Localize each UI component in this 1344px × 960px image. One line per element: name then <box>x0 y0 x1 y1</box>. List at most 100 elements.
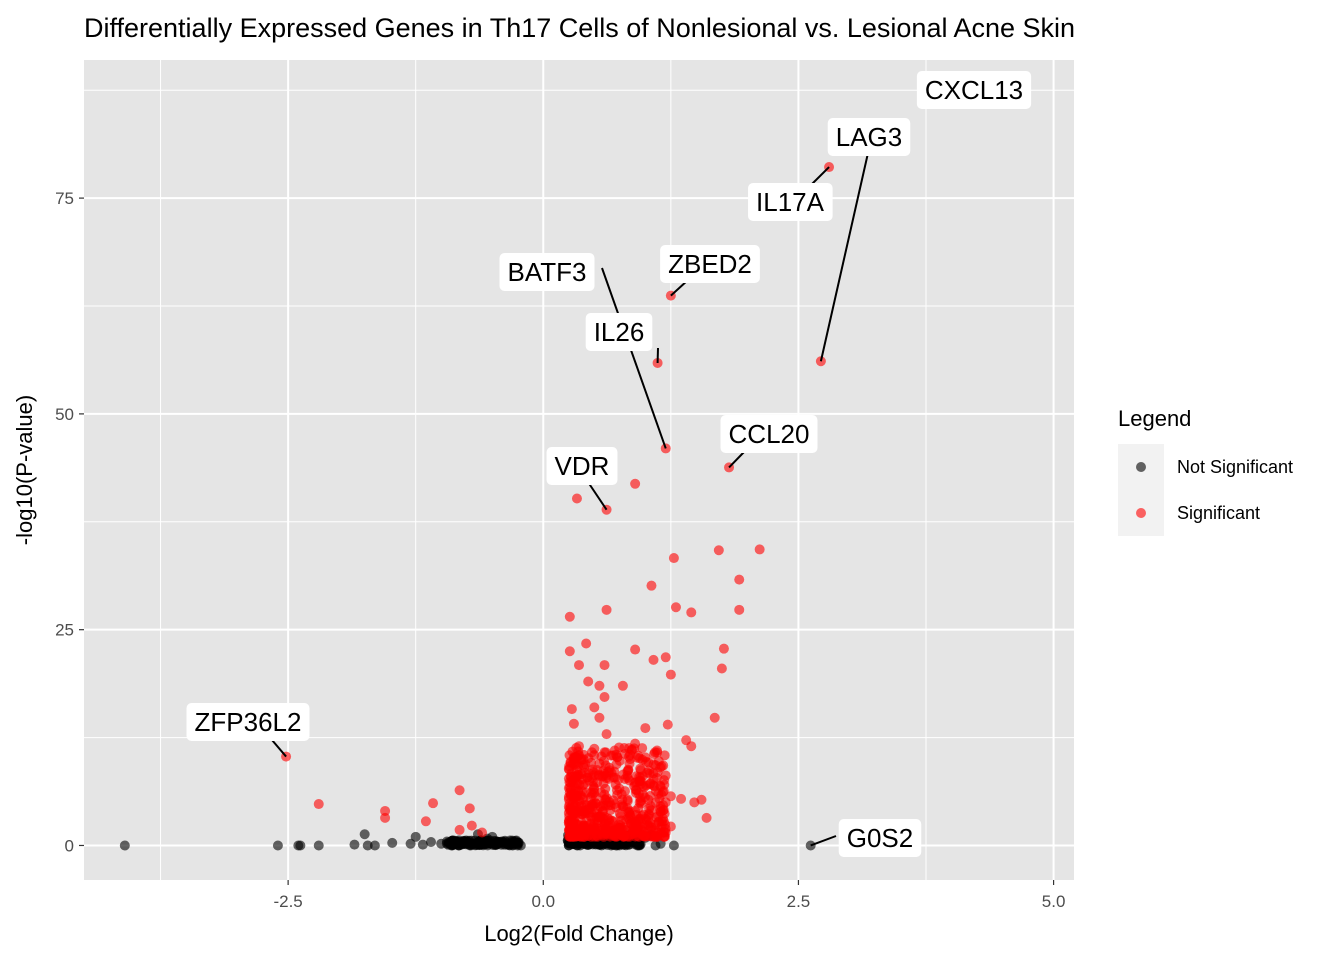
legend: Legend Not Significant Significant <box>1118 406 1293 536</box>
data-point-significant <box>583 676 594 687</box>
data-point-significant <box>599 692 610 703</box>
gene-label: CXCL13 <box>925 75 1023 105</box>
data-point-significant <box>579 830 590 841</box>
data-point-significant <box>716 663 727 674</box>
data-point-significant <box>660 827 671 838</box>
y-axis-title: -log10(P-value) <box>12 395 37 545</box>
data-point-significant <box>665 669 676 680</box>
data-point-significant <box>566 704 577 715</box>
data-point-significant <box>630 478 641 489</box>
annotation-leader-line <box>601 267 667 449</box>
data-point-significant <box>574 795 584 806</box>
data-point-significant <box>601 773 612 784</box>
gene-annotation-batf3: BATF3 <box>499 253 595 291</box>
y-tick-label: 50 <box>55 405 74 424</box>
data-point-not-significant <box>349 839 360 850</box>
data-point-not-significant <box>119 840 130 851</box>
gene-label: LAG3 <box>836 122 903 152</box>
data-point-not-significant <box>387 837 398 848</box>
data-point-significant <box>594 712 605 723</box>
data-point-not-significant <box>313 840 324 851</box>
data-point-significant <box>658 760 669 771</box>
gene-label: VDR <box>555 451 610 481</box>
data-point-significant <box>581 638 592 649</box>
data-point-significant <box>570 771 581 782</box>
data-point-significant <box>454 785 465 796</box>
data-point-significant <box>670 602 681 613</box>
data-point-significant <box>640 829 651 840</box>
data-point-significant <box>617 680 628 691</box>
data-point-significant <box>589 787 600 798</box>
data-point-significant <box>650 760 661 771</box>
data-point-significant <box>701 812 712 823</box>
annotation-box <box>720 415 818 453</box>
data-point-not-significant <box>668 840 679 851</box>
annotation-leader-line <box>810 835 837 847</box>
data-point-significant <box>668 553 679 564</box>
x-axis-ticks: -2.5 0.0 2.5 5.0 <box>273 880 1065 911</box>
data-point-significant <box>640 752 651 763</box>
data-point-not-significant <box>295 840 306 851</box>
data-point-significant <box>676 793 687 804</box>
x-axis-title: Log2(Fold Change) <box>484 921 674 946</box>
annotation-box <box>748 183 833 221</box>
gene-label: IL26 <box>594 317 645 347</box>
data-point-significant <box>635 763 646 774</box>
data-point-not-significant <box>359 829 370 840</box>
data-point-significant <box>568 814 579 825</box>
data-point-significant <box>604 818 615 829</box>
gene-label: G0S2 <box>847 823 914 853</box>
annotation-box <box>585 313 653 351</box>
legend-marker-not-significant <box>1136 462 1146 472</box>
annotation-box <box>499 253 595 291</box>
annotation-leader-line <box>271 739 287 758</box>
data-point-not-significant <box>410 831 421 842</box>
y-tick-label: 0 <box>65 836 74 855</box>
data-point-significant <box>650 825 661 836</box>
data-point-significant <box>564 646 575 657</box>
data-point-significant <box>579 822 590 833</box>
data-point-significant <box>644 768 655 779</box>
data-point-not-significant <box>512 837 523 848</box>
data-point-significant <box>645 800 656 811</box>
annotation-box <box>838 819 922 857</box>
data-point-significant <box>635 793 646 803</box>
data-point-significant <box>584 775 595 786</box>
data-point-significant <box>662 719 673 730</box>
gene-label: CCL20 <box>729 419 810 449</box>
gene-label: BATF3 <box>508 257 587 287</box>
data-point-not-significant <box>426 837 437 848</box>
data-point-not-significant <box>500 836 511 847</box>
data-point-significant <box>625 749 636 760</box>
data-point-significant <box>604 765 615 776</box>
data-point-not-significant <box>451 836 462 847</box>
x-tick-label: 5.0 <box>1042 892 1066 911</box>
y-tick-label: 75 <box>55 189 74 208</box>
legend-label-not-significant: Not Significant <box>1177 457 1293 477</box>
data-point-significant <box>619 786 630 797</box>
gene-label: IL17A <box>756 187 825 217</box>
data-point-not-significant <box>633 840 644 851</box>
data-point-significant <box>574 741 584 752</box>
data-point-significant <box>594 680 605 691</box>
legend-label-significant: Significant <box>1177 503 1260 523</box>
gene-annotation-zfp36l2: ZFP36L2 <box>186 703 310 741</box>
data-point-significant <box>564 611 575 622</box>
data-point-significant <box>598 798 609 809</box>
data-point-significant <box>599 660 610 671</box>
annotation-box <box>916 71 1032 109</box>
data-point-significant <box>599 747 610 758</box>
annotation-leader-line <box>811 166 830 185</box>
data-point-significant <box>660 652 671 663</box>
legend-title: Legend <box>1118 406 1191 431</box>
data-point-significant <box>655 781 666 792</box>
annotation-leader-line <box>587 481 608 511</box>
data-point-not-significant <box>417 839 428 850</box>
data-point-significant <box>713 545 724 556</box>
x-tick-label: -2.5 <box>273 892 302 911</box>
data-point-significant <box>594 811 605 822</box>
data-point-significant <box>380 812 391 823</box>
data-point-significant <box>709 712 720 723</box>
data-point-significant <box>718 643 729 654</box>
